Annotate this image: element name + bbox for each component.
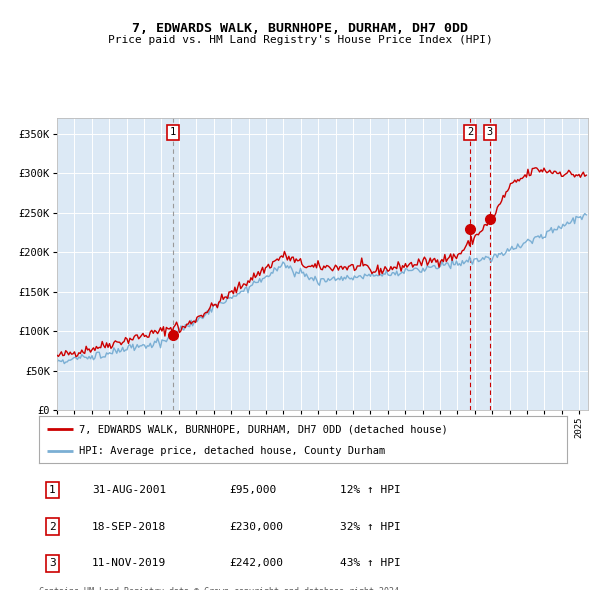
Text: 32% ↑ HPI: 32% ↑ HPI bbox=[340, 522, 401, 532]
Text: 7, EDWARDS WALK, BURNHOPE, DURHAM, DH7 0DD (detached house): 7, EDWARDS WALK, BURNHOPE, DURHAM, DH7 0… bbox=[79, 424, 448, 434]
Text: HPI: Average price, detached house, County Durham: HPI: Average price, detached house, Coun… bbox=[79, 447, 385, 456]
Text: £230,000: £230,000 bbox=[229, 522, 283, 532]
Text: 2: 2 bbox=[49, 522, 56, 532]
Text: 11-NOV-2019: 11-NOV-2019 bbox=[92, 558, 166, 568]
Text: 12% ↑ HPI: 12% ↑ HPI bbox=[340, 485, 401, 495]
Text: 1: 1 bbox=[49, 485, 56, 495]
Text: 43% ↑ HPI: 43% ↑ HPI bbox=[340, 558, 401, 568]
Text: 2: 2 bbox=[467, 127, 473, 137]
Text: £95,000: £95,000 bbox=[229, 485, 277, 495]
Text: 1: 1 bbox=[170, 127, 176, 137]
Text: Price paid vs. HM Land Registry's House Price Index (HPI): Price paid vs. HM Land Registry's House … bbox=[107, 35, 493, 45]
Text: £242,000: £242,000 bbox=[229, 558, 283, 568]
Text: 31-AUG-2001: 31-AUG-2001 bbox=[92, 485, 166, 495]
Text: 3: 3 bbox=[487, 127, 493, 137]
Text: 7, EDWARDS WALK, BURNHOPE, DURHAM, DH7 0DD: 7, EDWARDS WALK, BURNHOPE, DURHAM, DH7 0… bbox=[132, 22, 468, 35]
Text: Contains HM Land Registry data © Crown copyright and database right 2024.
This d: Contains HM Land Registry data © Crown c… bbox=[39, 587, 404, 590]
Text: 18-SEP-2018: 18-SEP-2018 bbox=[92, 522, 166, 532]
Text: 3: 3 bbox=[49, 558, 56, 568]
